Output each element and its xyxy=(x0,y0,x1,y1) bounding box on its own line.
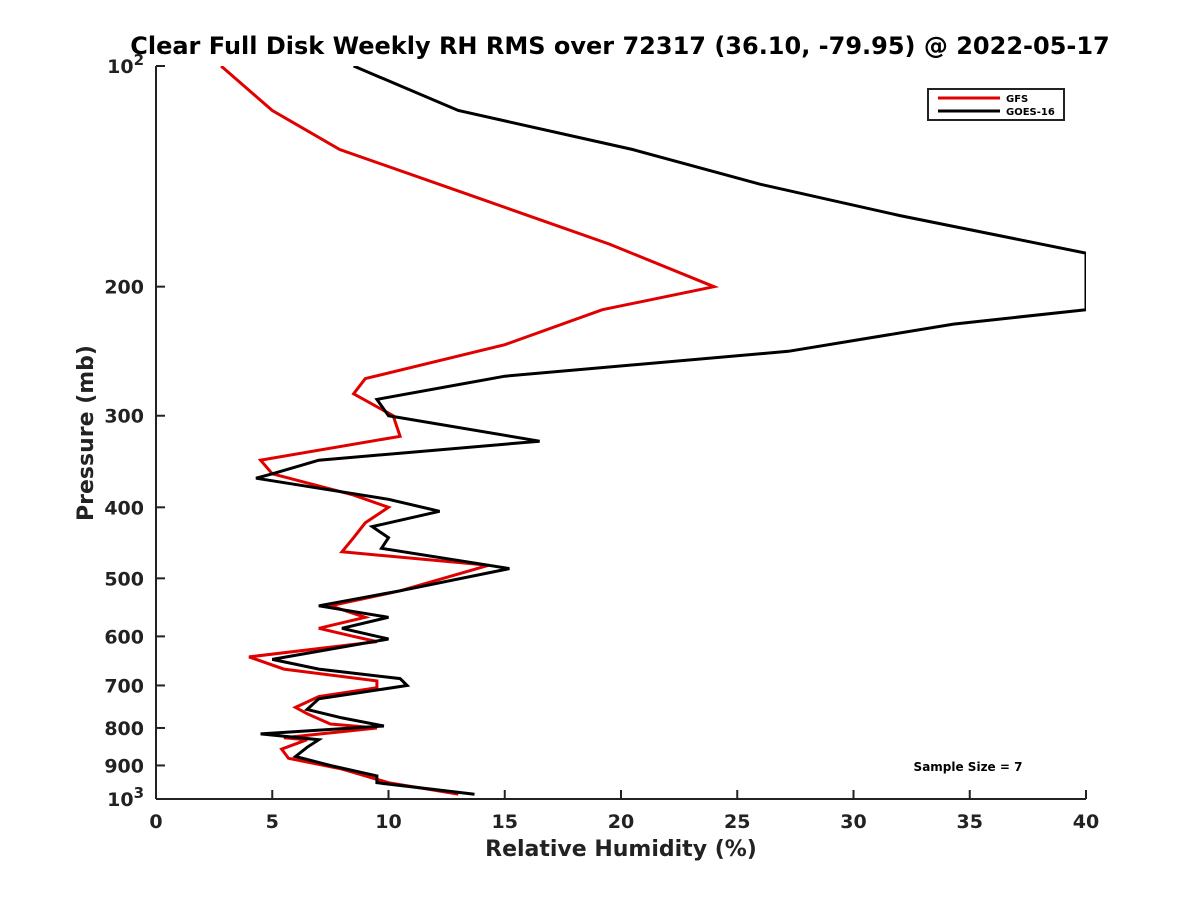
y-tick-label: 200 xyxy=(104,277,144,299)
legend-label: GOES-16 xyxy=(1006,107,1055,118)
y-tick-label: 103 xyxy=(107,784,144,811)
x-tick-label: 35 xyxy=(957,811,983,833)
axes-layer: 0 5 10 15 20 25 30 35 40 102 200 300 400 500 600 700 800… xyxy=(104,51,1099,833)
y-tick-label: 700 xyxy=(104,675,144,697)
x-axis-label: Relative Humidity (%) xyxy=(485,837,757,862)
series-layer xyxy=(220,66,1086,796)
x-tick-label: 30 xyxy=(840,811,866,833)
sample-size-annotation: Sample Size = 7 xyxy=(914,760,1023,774)
chart-title: Clear Full Disk Weekly RH RMS over 72317… xyxy=(130,32,1110,60)
y-tick-label: 300 xyxy=(104,406,144,428)
legend-label: GFS xyxy=(1006,94,1028,105)
legend-box xyxy=(927,88,1065,121)
y-tick-label: 500 xyxy=(104,568,144,590)
y-axis-label: Pressure (mb) xyxy=(74,345,99,521)
x-tick-label: 5 xyxy=(266,811,279,833)
x-tick-label: 10 xyxy=(375,811,401,833)
x-tick-label: 0 xyxy=(149,811,162,833)
x-tick-label: 25 xyxy=(724,811,750,833)
y-tick-label: 400 xyxy=(104,497,144,519)
y-tick-label: 102 xyxy=(107,51,144,78)
y-tick-label: 600 xyxy=(104,626,144,648)
x-tick-label: 15 xyxy=(492,811,518,833)
y-tick-label: 900 xyxy=(104,755,144,777)
y-tick-label: 800 xyxy=(104,718,144,740)
series-line-goes-16 xyxy=(255,66,1086,796)
x-tick-label: 20 xyxy=(608,811,634,833)
legend: GFS GOES-16 xyxy=(927,88,1065,121)
x-tick-label: 40 xyxy=(1073,811,1099,833)
